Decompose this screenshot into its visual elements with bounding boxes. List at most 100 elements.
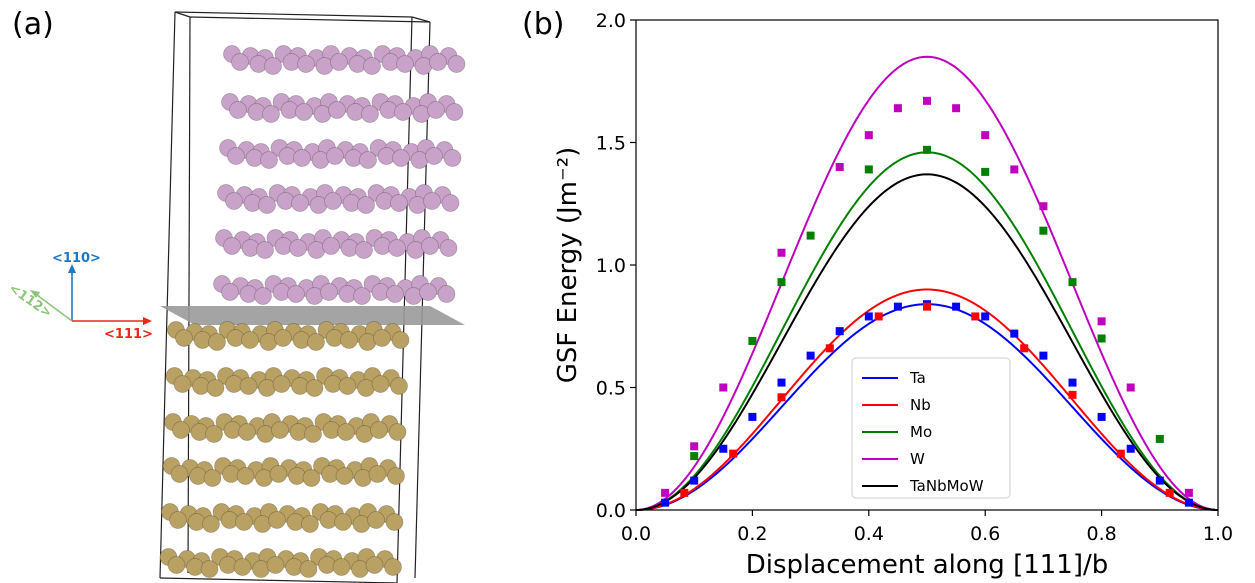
atom	[223, 237, 241, 255]
panel-b-label: (b)	[522, 7, 564, 42]
data-point	[952, 104, 961, 113]
y-tick-label: 1.0	[596, 255, 626, 277]
plot-frame	[635, 19, 1219, 511]
atom	[391, 331, 410, 349]
data-point	[661, 498, 670, 507]
data-point	[923, 96, 931, 105]
data-point	[729, 449, 738, 458]
data-point	[981, 131, 990, 140]
atom	[206, 379, 225, 397]
atom	[365, 556, 384, 574]
atom	[437, 285, 456, 303]
atom	[394, 103, 412, 121]
legend-entry: W	[910, 450, 925, 468]
lower-atom-layer-2	[164, 413, 407, 443]
data-point	[1039, 351, 1048, 360]
atom	[258, 196, 276, 214]
atom	[289, 239, 307, 257]
atom	[254, 287, 272, 305]
atom	[200, 560, 219, 578]
y-axis-title: GSF Energy (Jm⁻²)	[553, 147, 583, 384]
atom	[332, 558, 351, 576]
atom	[302, 469, 321, 487]
legend-entry: Mo	[910, 423, 932, 441]
data-point	[690, 452, 699, 461]
atom	[361, 105, 379, 123]
atom	[385, 513, 404, 531]
atom	[390, 377, 408, 395]
x-axis-ticks: 0.0 0.2 0.4 0.6 0.8 1.0	[621, 510, 1233, 545]
atom	[175, 329, 193, 347]
panel-a-label: (a)	[12, 7, 54, 42]
atom	[328, 101, 346, 119]
atom	[335, 467, 354, 485]
upper-atom-layer-2	[219, 139, 462, 169]
data-point	[952, 302, 961, 311]
upper-atom-layer-4	[215, 229, 458, 259]
atom	[427, 101, 445, 119]
data-point	[1068, 378, 1077, 387]
data-point	[1068, 390, 1077, 399]
atom	[320, 283, 338, 301]
data-point	[777, 393, 786, 402]
atom	[260, 151, 278, 169]
atom	[274, 329, 292, 347]
data-point	[1097, 317, 1106, 326]
legend-box	[851, 357, 1011, 499]
atom	[271, 421, 289, 439]
x-tick-label: 0.0	[621, 523, 651, 545]
atom	[425, 147, 443, 165]
atom	[447, 55, 466, 73]
atom	[371, 375, 390, 393]
x-tick-label: 1.0	[1203, 523, 1233, 545]
axis-110-label: <110>	[52, 251, 101, 266]
atom	[299, 560, 318, 578]
atom	[390, 194, 408, 212]
atom	[307, 333, 325, 351]
data-point	[1184, 488, 1193, 497]
atom	[419, 283, 437, 301]
atom	[324, 192, 342, 210]
y-tick-label: 0.0	[596, 500, 626, 522]
atom	[269, 465, 288, 483]
atom	[370, 421, 388, 439]
atom	[363, 57, 381, 75]
atom	[396, 55, 414, 73]
atom	[334, 513, 352, 531]
atom	[241, 331, 259, 349]
data-point	[1097, 334, 1106, 343]
lower-atom-layers	[159, 321, 410, 578]
atom	[429, 53, 447, 71]
atom	[357, 196, 375, 214]
legend-entry: Nb	[910, 396, 931, 414]
atom	[392, 149, 410, 167]
y-tick-label: 0.5	[596, 378, 626, 400]
atom	[235, 513, 253, 531]
data-point	[748, 336, 757, 345]
data-point	[1068, 278, 1077, 287]
data-point	[893, 104, 902, 113]
atom	[443, 149, 462, 167]
atom	[172, 421, 190, 439]
atom	[355, 241, 373, 259]
upper-atom-layer-0	[223, 45, 466, 75]
lower-atom-layer-5	[159, 548, 402, 578]
atom	[340, 331, 358, 349]
atom	[388, 423, 407, 441]
legend-entry: Ta	[909, 369, 926, 387]
atom	[169, 511, 187, 529]
simulation-box-front	[159, 577, 398, 583]
data-point	[971, 312, 980, 321]
markers-nb	[680, 302, 1174, 497]
atom	[268, 511, 286, 529]
atom	[167, 556, 186, 574]
lower-atom-layer-3	[162, 457, 405, 487]
data-point	[1116, 449, 1125, 458]
data-point	[1155, 434, 1164, 443]
atom	[272, 375, 291, 393]
data-point	[1039, 226, 1048, 235]
data-point	[1010, 165, 1019, 174]
atom	[264, 57, 282, 75]
data-point	[923, 302, 931, 311]
